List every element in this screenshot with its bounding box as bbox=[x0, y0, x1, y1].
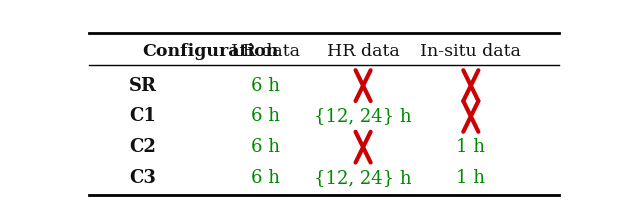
Text: C1: C1 bbox=[129, 107, 156, 125]
Text: 6 h: 6 h bbox=[251, 107, 279, 125]
Text: {12, 24} h: {12, 24} h bbox=[314, 107, 412, 125]
Text: SR: SR bbox=[129, 77, 157, 95]
Text: 6 h: 6 h bbox=[251, 138, 279, 156]
Text: 6 h: 6 h bbox=[251, 169, 279, 187]
Text: LR data: LR data bbox=[231, 43, 300, 60]
Text: 1 h: 1 h bbox=[456, 169, 485, 187]
Text: C3: C3 bbox=[129, 169, 156, 187]
Text: 1 h: 1 h bbox=[456, 138, 485, 156]
Text: C2: C2 bbox=[129, 138, 156, 156]
Text: {12, 24} h: {12, 24} h bbox=[314, 169, 412, 187]
Text: Configuration: Configuration bbox=[143, 43, 279, 60]
Text: 6 h: 6 h bbox=[251, 77, 279, 95]
Text: HR data: HR data bbox=[327, 43, 399, 60]
Text: In-situ data: In-situ data bbox=[420, 43, 521, 60]
